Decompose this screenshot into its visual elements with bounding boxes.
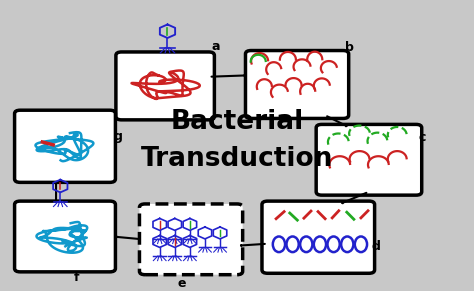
FancyBboxPatch shape <box>262 201 374 273</box>
Text: e: e <box>177 277 186 290</box>
FancyBboxPatch shape <box>15 110 116 182</box>
FancyBboxPatch shape <box>116 52 214 120</box>
FancyBboxPatch shape <box>139 204 243 275</box>
Text: g: g <box>114 130 122 143</box>
Text: a: a <box>211 40 219 53</box>
Text: b: b <box>346 41 354 54</box>
FancyBboxPatch shape <box>246 51 349 118</box>
Text: d: d <box>371 240 380 253</box>
Text: Bacterial: Bacterial <box>170 109 304 135</box>
FancyBboxPatch shape <box>15 201 116 272</box>
Text: f: f <box>74 271 80 284</box>
FancyBboxPatch shape <box>316 125 422 195</box>
Text: Transduction: Transduction <box>141 146 333 172</box>
Text: c: c <box>419 131 426 143</box>
